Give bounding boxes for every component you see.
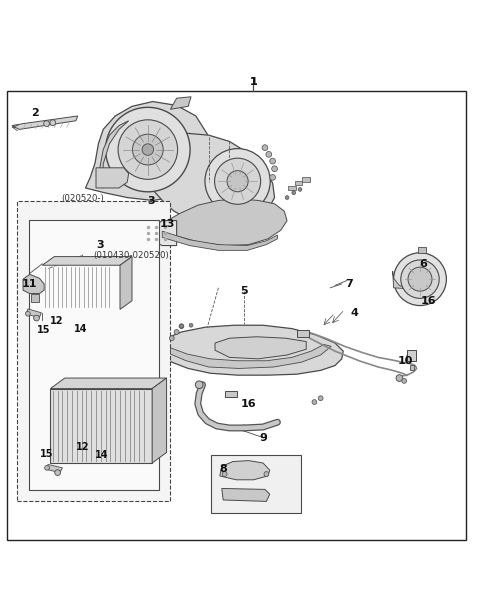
Circle shape [195,381,203,389]
Circle shape [266,152,272,157]
Circle shape [318,396,323,400]
Polygon shape [100,121,129,188]
Bar [211,455,301,513]
Polygon shape [161,325,343,375]
Text: 15: 15 [40,449,54,459]
Circle shape [174,330,179,335]
Text: 16: 16 [420,296,436,306]
Circle shape [106,107,190,192]
Text: (020520-): (020520-) [61,195,104,203]
Polygon shape [50,378,167,389]
Text: 13: 13 [159,219,175,230]
Bar [297,330,309,336]
Circle shape [55,470,60,475]
Polygon shape [42,257,132,265]
Circle shape [285,196,289,200]
Polygon shape [96,168,129,188]
Circle shape [270,158,276,164]
Polygon shape [148,133,275,228]
Circle shape [272,166,277,172]
Polygon shape [120,257,132,309]
Text: 3: 3 [147,196,155,206]
Bar [295,181,302,185]
Circle shape [402,378,407,383]
Polygon shape [170,344,331,368]
Bar [29,220,159,491]
Circle shape [215,158,261,204]
Bar [418,247,426,253]
Polygon shape [46,464,62,473]
Text: 7: 7 [346,279,353,289]
Polygon shape [152,378,167,463]
Circle shape [270,174,276,181]
Polygon shape [85,101,210,200]
Circle shape [401,260,439,298]
Circle shape [222,472,227,476]
Text: 16: 16 [241,399,256,409]
Circle shape [118,120,178,179]
Circle shape [298,187,302,192]
Text: 14: 14 [74,324,87,334]
Circle shape [169,336,174,341]
Circle shape [34,315,39,321]
Circle shape [408,267,432,291]
Text: 15: 15 [37,325,51,335]
Text: 6: 6 [420,258,427,269]
Polygon shape [156,199,287,246]
Polygon shape [220,460,270,480]
Circle shape [142,144,154,155]
Bar [288,185,296,190]
Circle shape [50,120,56,125]
Text: 11: 11 [22,279,37,289]
Polygon shape [31,293,39,302]
Text: 10: 10 [398,356,413,366]
Circle shape [25,311,30,316]
Polygon shape [26,309,41,317]
Polygon shape [215,336,306,359]
Circle shape [179,324,184,328]
Polygon shape [393,271,408,289]
Circle shape [394,253,446,306]
Bar [42,265,120,309]
Bar [17,201,170,502]
Polygon shape [170,97,191,109]
Polygon shape [162,231,277,251]
Text: 12: 12 [50,316,63,327]
Circle shape [45,465,49,470]
Text: 3: 3 [96,239,104,250]
Text: (010430-020520): (010430-020520) [94,251,169,260]
Circle shape [292,191,296,195]
Bar [302,177,310,182]
Bar [17,258,129,321]
Circle shape [205,149,270,214]
Circle shape [44,121,49,126]
Polygon shape [410,365,414,370]
Text: 9: 9 [259,432,267,443]
Text: 2: 2 [31,107,38,118]
Polygon shape [12,116,78,130]
Circle shape [189,324,193,327]
Text: 1: 1 [250,77,257,87]
Bar [50,389,152,463]
Circle shape [264,472,269,476]
Polygon shape [222,489,270,502]
Circle shape [180,324,183,328]
Circle shape [227,171,248,192]
Circle shape [312,400,317,405]
Bar [407,350,416,361]
Text: 1: 1 [250,77,257,87]
Text: 14: 14 [95,450,108,460]
Text: 8: 8 [219,464,227,474]
Text: 4: 4 [350,308,358,318]
Polygon shape [23,274,44,293]
Text: 5: 5 [240,286,248,296]
Bar [225,392,237,397]
Circle shape [262,145,268,150]
Circle shape [396,375,403,381]
Polygon shape [142,220,177,246]
Circle shape [132,134,163,165]
Text: 12: 12 [76,442,89,452]
